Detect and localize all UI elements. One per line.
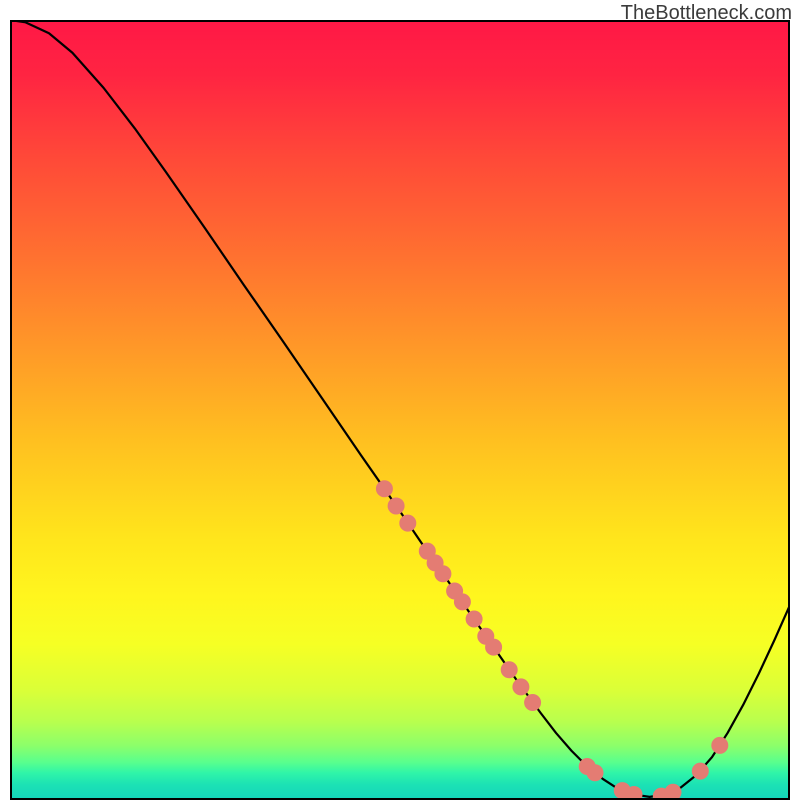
watermark-text: TheBottleneck.com xyxy=(621,2,792,25)
curve-marker xyxy=(388,498,404,514)
curve-marker xyxy=(486,639,502,655)
chart-background xyxy=(10,20,790,800)
curve-marker xyxy=(513,679,529,695)
chart-container xyxy=(10,20,790,800)
curve-marker xyxy=(466,611,482,627)
curve-marker xyxy=(692,763,708,779)
curve-marker xyxy=(525,695,541,711)
curve-marker xyxy=(626,787,642,800)
curve-marker xyxy=(376,481,392,497)
curve-marker xyxy=(435,566,451,582)
curve-marker xyxy=(587,765,603,781)
bottleneck-curve-chart xyxy=(10,20,790,800)
curve-marker xyxy=(501,662,517,678)
curve-marker xyxy=(665,784,681,800)
curve-marker xyxy=(712,737,728,753)
curve-marker xyxy=(454,594,470,610)
curve-marker xyxy=(400,515,416,531)
